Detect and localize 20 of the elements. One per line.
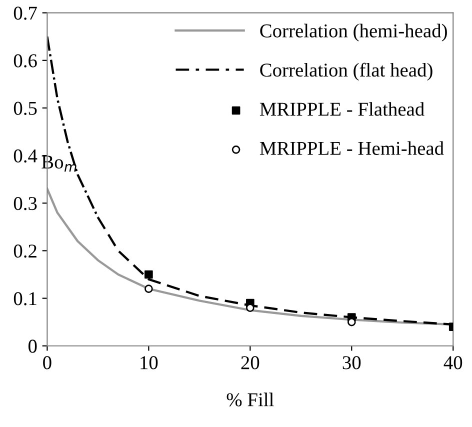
legend-label: Correlation (hemi-head) [260,24,447,42]
y-tick-label: 0.5 [14,102,37,115]
point [144,270,153,279]
x-tick-label: 30 [342,356,361,370]
y-tick-label: 0 [28,340,37,353]
y-tick-label: 0.3 [14,196,37,210]
x-tick-label: 40 [444,356,462,370]
legend-label: MRIPPLE - Hemi-head [260,141,444,155]
x-axis-title: % Fill [226,392,274,406]
x-tick-label: 10 [140,356,158,370]
y-tick-label: 0.4 [14,149,38,163]
legend-label: Correlation (flat head) [260,62,432,81]
y-tick-label: 0.7 [14,6,37,20]
point [144,284,153,293]
y-tick-label: 0.1 [14,292,36,306]
x-tick-label: 0 [43,356,52,370]
legend-label: MRIPPLE - Flathead [260,102,424,116]
x-tick-label: 20 [241,356,260,370]
y-tick-label: 0.6 [14,54,37,68]
y-tick-label: 0.2 [14,244,36,258]
